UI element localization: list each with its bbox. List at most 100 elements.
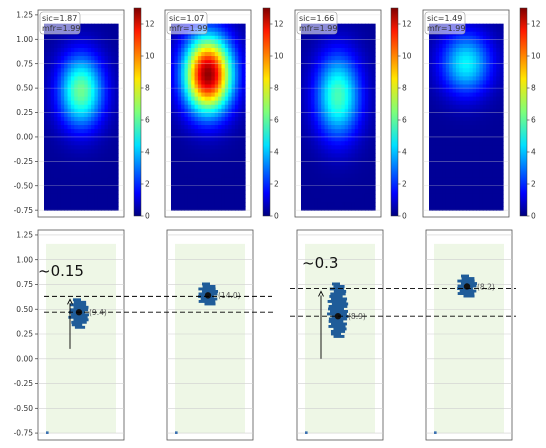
heatmap-cell	[81, 193, 85, 199]
heatmap-cell	[439, 141, 444, 146]
heatmap-cell	[371, 145, 376, 150]
heatmap-cell	[74, 60, 79, 65]
heatmap-cell	[344, 116, 349, 122]
heatmap-cell	[489, 206, 494, 211]
heatmap-cell	[214, 35, 219, 41]
heatmap-cell	[486, 165, 491, 171]
heatmap-cell	[197, 185, 202, 191]
heatmap-cell	[331, 161, 336, 167]
heatmap-cell	[301, 112, 305, 118]
heatmap-cell	[221, 177, 226, 183]
heatmap-cell	[194, 161, 199, 167]
heatmap-cell	[221, 108, 226, 114]
heatmap-cell	[208, 80, 212, 86]
heatmap-cell	[97, 96, 102, 102]
heatmap-cell	[231, 56, 236, 61]
heatmap-cell	[97, 116, 102, 122]
heatmap-cell	[204, 120, 209, 126]
heatmap-cell	[479, 68, 484, 73]
heatmap-cell	[311, 137, 316, 142]
heatmap-cell	[184, 52, 189, 57]
heatmap-cell	[439, 100, 444, 106]
heatmap-cell	[57, 68, 62, 73]
heatmap-cell	[97, 181, 102, 187]
heatmap-cell	[496, 116, 501, 122]
heatmap-cell	[314, 169, 319, 175]
heatmap-cell	[74, 100, 79, 106]
heatmap-cell	[445, 129, 450, 134]
heatmap-cell	[177, 129, 182, 134]
heatmap-cell	[466, 157, 470, 163]
heatmap-cell	[224, 193, 229, 199]
heatmap-cell	[97, 31, 102, 37]
heatmap-cell	[234, 161, 239, 167]
heatmap-cell	[496, 202, 501, 207]
heatmap-cell	[94, 48, 99, 53]
heatmap-cell	[482, 169, 487, 175]
colorbar-tick-label: 8	[402, 84, 407, 93]
heatmap-cell	[111, 88, 116, 94]
heatmap-cell	[50, 104, 55, 110]
heatmap-cell	[111, 112, 116, 118]
heatmap-cell	[181, 161, 186, 167]
heatmap-cell	[111, 96, 116, 102]
heatmap-cell	[194, 185, 199, 191]
heatmap-cell	[97, 60, 102, 65]
heatmap-cell	[358, 80, 363, 86]
heatmap-cell	[371, 52, 376, 57]
heatmap-cell	[371, 72, 376, 77]
heatmap-cell	[317, 56, 322, 61]
heatmap-cell	[452, 72, 457, 77]
cluster-panel-4: (8.2)	[425, 229, 513, 441]
heatmap-cell	[452, 189, 457, 195]
heatmap-cell	[324, 149, 329, 154]
heatmap-cell	[449, 157, 454, 163]
heatmap-cell	[321, 43, 326, 49]
heatmap-cell	[432, 43, 437, 49]
heatmap-cell	[174, 149, 179, 154]
heatmap-cell	[371, 43, 376, 49]
heatmap-cell	[486, 31, 491, 37]
heatmap-cell	[492, 185, 497, 191]
heatmap-cell	[479, 52, 484, 57]
heatmap-cell	[187, 84, 192, 90]
heatmap-cell	[221, 31, 226, 37]
heatmap-cell	[84, 125, 89, 130]
heatmap-cell	[114, 52, 119, 57]
heatmap-cell	[304, 129, 309, 134]
heatmap-cell	[435, 104, 440, 110]
heatmap-cell	[331, 169, 336, 175]
heatmap-cell	[482, 153, 487, 159]
heatmap-cell	[482, 141, 487, 146]
heatmap-cell	[187, 185, 192, 191]
heatmap-cell	[111, 125, 116, 130]
heatmap-cell	[177, 39, 182, 45]
origin-marker	[46, 431, 49, 434]
heatmap-cell	[104, 129, 109, 134]
heatmap-cell	[354, 60, 359, 65]
heatmap-cell	[187, 108, 192, 114]
heatmap-cell	[435, 72, 440, 77]
heatmap-cell	[459, 161, 464, 167]
heatmap-cell	[174, 80, 179, 86]
heatmap-cell	[104, 96, 109, 102]
heatmap-cell	[432, 141, 437, 146]
heatmap-cell	[496, 177, 501, 183]
heatmap-cell	[208, 104, 212, 110]
heatmap-cell	[101, 165, 106, 171]
heatmap-cell	[307, 64, 312, 69]
heatmap-cell	[187, 153, 192, 159]
heatmap-cell	[197, 125, 202, 130]
heatmap-cell	[234, 129, 239, 134]
heatmap-cell	[489, 157, 494, 163]
heatmap-cell	[191, 125, 196, 130]
heatmap-cell	[181, 48, 186, 53]
heatmap-cell	[338, 137, 342, 142]
heatmap-cell	[368, 206, 373, 211]
heatmap-cell	[171, 149, 175, 154]
heatmap-cell	[479, 108, 484, 114]
heatmap-cell	[334, 133, 339, 138]
heatmap-cell	[181, 133, 186, 138]
heatmap-cell	[194, 177, 199, 183]
